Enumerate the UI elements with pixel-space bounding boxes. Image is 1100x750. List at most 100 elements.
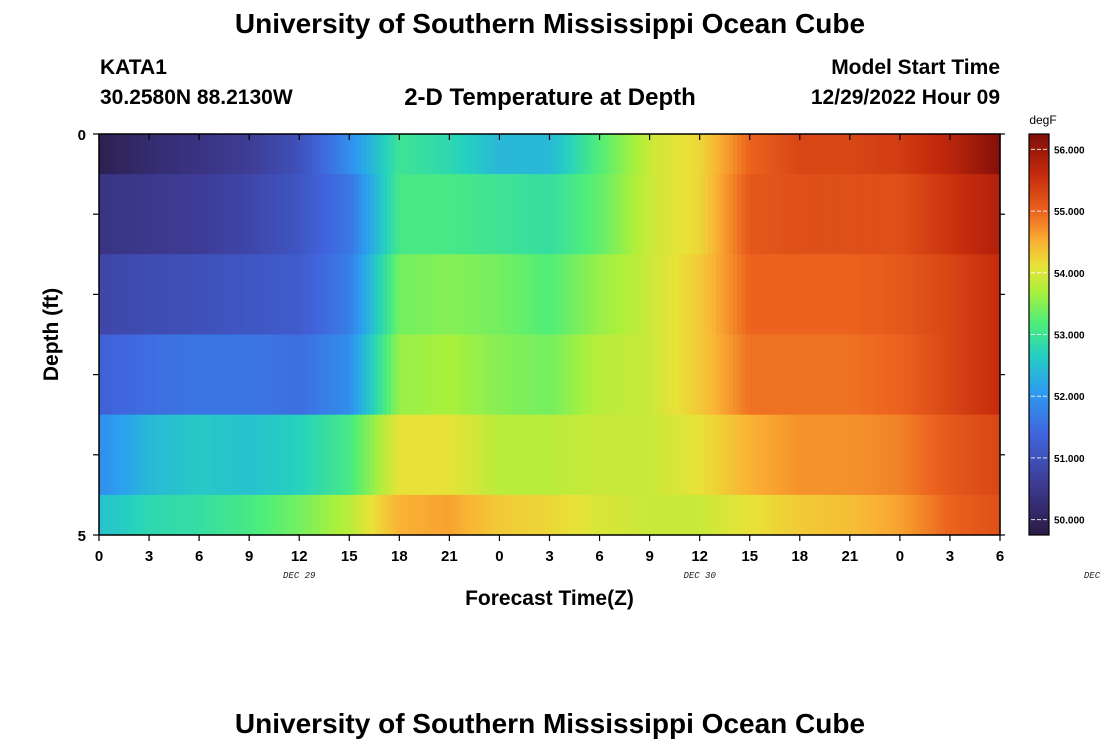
heatmap-cell	[461, 254, 467, 335]
heatmap-cell	[553, 334, 559, 416]
heatmap-cell	[837, 414, 843, 496]
heatmap-cell	[808, 414, 813, 496]
heatmap-cell	[837, 174, 843, 255]
heatmap-cell	[603, 134, 609, 175]
heatmap-cell	[687, 334, 692, 416]
heatmap-cell	[286, 494, 292, 536]
heatmap-cell	[949, 334, 955, 416]
heatmap-cell	[979, 134, 984, 175]
heatmap-cell	[787, 334, 793, 416]
heatmap-cell	[169, 334, 175, 416]
heatmap-cell	[703, 494, 709, 536]
heatmap-cell	[395, 494, 400, 536]
heatmap-cell	[974, 134, 980, 175]
heatmap-cell	[949, 494, 955, 536]
heatmap-cell	[553, 494, 559, 536]
heatmap-cell	[653, 494, 659, 536]
heatmap-cell	[174, 174, 179, 255]
heatmap-cell	[320, 254, 325, 335]
y-tick-label: 0	[78, 127, 86, 144]
heatmap-cell	[353, 134, 359, 175]
heatmap-cell	[620, 134, 626, 175]
heatmap-cell	[770, 174, 776, 255]
heatmap-cell	[495, 174, 501, 255]
heatmap-cell	[924, 494, 930, 536]
heatmap-cell	[424, 494, 430, 536]
heatmap-cell	[507, 334, 513, 416]
heatmap-cell	[770, 134, 776, 175]
heatmap-cell	[403, 414, 409, 496]
heatmap-cell	[178, 334, 184, 416]
heatmap-cell	[778, 494, 784, 536]
heatmap-cell	[411, 254, 417, 335]
heatmap-cell	[995, 494, 1001, 536]
heatmap-cell	[128, 414, 133, 496]
heatmap-cell	[420, 174, 425, 255]
heatmap-cell	[186, 174, 192, 255]
heatmap-cell	[632, 334, 638, 416]
heatmap-cell	[253, 414, 259, 496]
heatmap-cell	[99, 254, 104, 335]
heatmap-cell	[916, 494, 922, 536]
heatmap-cell	[895, 134, 901, 175]
heatmap-cell	[516, 174, 521, 255]
heatmap-cell	[787, 174, 793, 255]
heatmap-cell	[132, 134, 138, 175]
heatmap-cell	[691, 414, 697, 496]
heatmap-cell	[524, 254, 530, 335]
heatmap-cell	[215, 334, 221, 416]
heatmap-cell	[215, 254, 221, 335]
heatmap-cell	[303, 174, 309, 255]
heatmap-cell	[983, 494, 989, 536]
heatmap-cell	[678, 334, 684, 416]
heatmap-cell	[620, 254, 626, 335]
heatmap-cell	[603, 254, 609, 335]
heatmap-cell	[240, 494, 246, 536]
heatmap-cell	[320, 334, 325, 416]
heatmap-cell	[315, 494, 321, 536]
heatmap-cell	[603, 414, 609, 496]
heatmap-cell	[895, 414, 901, 496]
heatmap-cell	[299, 134, 304, 175]
heatmap-cell	[203, 414, 209, 496]
heatmap-cell	[954, 254, 959, 335]
heatmap-cell	[532, 334, 538, 416]
heatmap-cell	[599, 134, 605, 175]
heatmap-cell	[962, 174, 968, 255]
heatmap-cell	[240, 254, 246, 335]
heatmap-cell	[874, 494, 880, 536]
heatmap-cell	[908, 334, 913, 416]
heatmap-cell	[837, 334, 843, 416]
heatmap-cell	[758, 494, 763, 536]
heatmap-cell	[436, 174, 442, 255]
heatmap-cell	[941, 334, 947, 416]
heatmap-cell	[99, 134, 104, 175]
heatmap-cell	[453, 334, 459, 416]
heatmap-cell	[904, 414, 909, 496]
heatmap-cell	[920, 494, 926, 536]
heatmap-cell	[862, 414, 868, 496]
heatmap-cell	[595, 174, 601, 255]
heatmap-cell	[820, 334, 826, 416]
heatmap-cell	[591, 134, 596, 175]
heatmap-cell	[924, 334, 930, 416]
heatmap-cell	[249, 174, 254, 255]
heatmap-cell	[182, 134, 188, 175]
heatmap-cell	[912, 254, 918, 335]
heatmap-cell	[441, 334, 446, 416]
heatmap-cell	[778, 414, 784, 496]
heatmap-cell	[407, 134, 413, 175]
heatmap-cell	[854, 134, 859, 175]
heatmap-cell	[278, 134, 284, 175]
heatmap-cell	[428, 414, 434, 496]
heatmap-cell	[795, 174, 801, 255]
heatmap-cell	[995, 174, 1001, 255]
heatmap-cell	[603, 174, 609, 255]
heatmap-cell	[912, 174, 918, 255]
heatmap-cell	[712, 134, 717, 175]
heatmap-cell	[140, 254, 146, 335]
heatmap-cell	[582, 174, 588, 255]
heatmap-cell	[762, 494, 768, 536]
heatmap-cell	[912, 334, 918, 416]
heatmap-cell	[632, 174, 638, 255]
